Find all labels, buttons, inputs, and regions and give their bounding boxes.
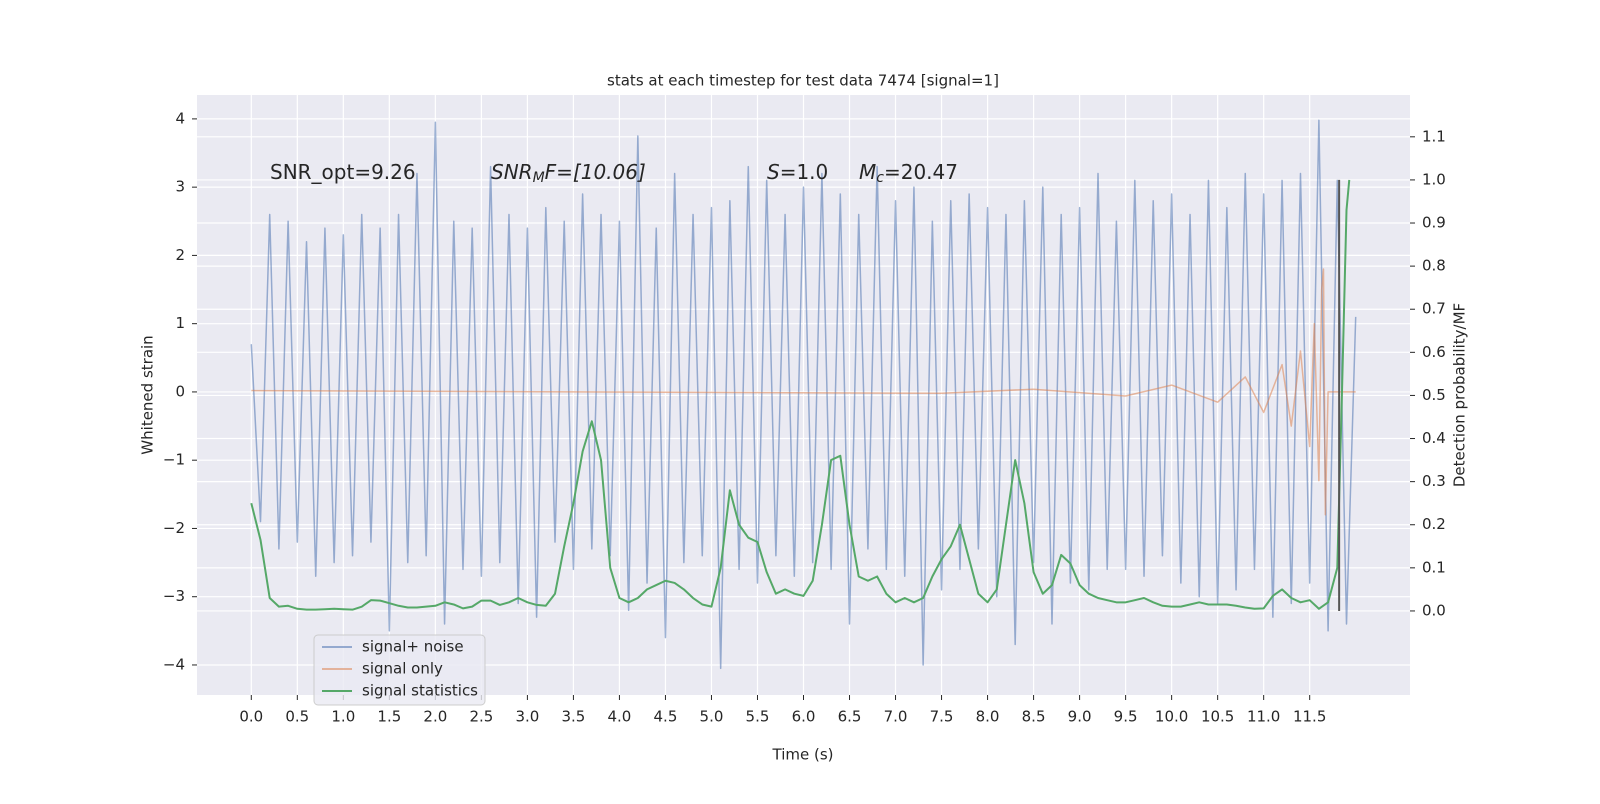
y2-tick-label: 1.1 xyxy=(1422,127,1446,145)
annotation-tail: =1.0 xyxy=(780,160,829,184)
x-tick-label: 0.5 xyxy=(285,708,309,726)
y-tick-label: 0 xyxy=(175,382,185,400)
legend-label: signal only xyxy=(362,660,443,678)
annotation-main: SNR xyxy=(491,160,533,184)
x-tick-label: 9.5 xyxy=(1114,708,1138,726)
y2-axis-label: Detection probability/MF xyxy=(1451,303,1469,487)
x-tick-label: 5.0 xyxy=(700,708,724,726)
annotation: SNRMF=[10.06] xyxy=(491,160,646,187)
x-tick-label: 9.0 xyxy=(1068,708,1092,726)
y2-tick-label: 0.6 xyxy=(1422,343,1446,361)
annotation: Mc=20.47 xyxy=(859,160,958,187)
x-tick-label: 7.0 xyxy=(884,708,908,726)
y2-tick-label: 0.0 xyxy=(1422,601,1446,619)
series-line xyxy=(251,268,1356,516)
x-tick-label: 0.0 xyxy=(239,708,263,726)
x-tick-label: 6.5 xyxy=(838,708,862,726)
annotation-main: S xyxy=(767,160,780,184)
y2-tick-label: 0.2 xyxy=(1422,515,1446,533)
y2-tick-label: 0.3 xyxy=(1422,472,1446,490)
x-tick-label: 10.0 xyxy=(1155,708,1188,726)
annotation-tail: F=[10.06] xyxy=(545,160,646,184)
annotation: SNR_opt=9.26 xyxy=(270,160,416,184)
x-tick-label: 11.0 xyxy=(1247,708,1280,726)
annotation-main: SNR_opt=9.26 xyxy=(270,160,416,184)
annotation-tail: =20.47 xyxy=(884,160,958,184)
legend-box xyxy=(313,634,486,706)
chart-title: stats at each timestep for test data 747… xyxy=(607,72,999,90)
y2-tick-label: 0.5 xyxy=(1422,386,1446,404)
legend-label: signal statistics xyxy=(362,682,478,700)
y2-tick-label: 1.0 xyxy=(1422,170,1446,188)
x-tick-label: 3.0 xyxy=(515,708,539,726)
x-axis-label: Time (s) xyxy=(772,746,834,764)
y-tick-label: 1 xyxy=(175,314,185,332)
annotation-sub: c xyxy=(876,170,884,186)
y2-tick-label: 0.1 xyxy=(1422,558,1446,576)
series-line xyxy=(250,179,1351,611)
y-tick-label: −1 xyxy=(163,451,185,469)
series-line xyxy=(250,119,1357,670)
y-tick-label: 2 xyxy=(175,246,185,264)
annotation-main: M xyxy=(859,160,876,184)
y-tick-label: −4 xyxy=(163,655,185,673)
y-tick-label: −2 xyxy=(163,519,185,537)
x-tick-label: 1.5 xyxy=(377,708,401,726)
x-tick-label: 8.5 xyxy=(1022,708,1046,726)
x-tick-label: 1.0 xyxy=(331,708,355,726)
y-tick-label: −3 xyxy=(163,587,185,605)
x-tick-label: 2.0 xyxy=(423,708,447,726)
y-axis-label: Whitened strain xyxy=(139,335,157,454)
x-tick-label: 6.0 xyxy=(792,708,816,726)
x-tick-label: 8.0 xyxy=(976,708,1000,726)
y-tick-label: 3 xyxy=(175,178,185,196)
x-tick-label: 4.5 xyxy=(654,708,678,726)
legend-label: signal+ noise xyxy=(362,638,464,656)
x-tick-label: 3.5 xyxy=(561,708,585,726)
x-tick-label: 11.5 xyxy=(1293,708,1326,726)
x-tick-label: 7.5 xyxy=(930,708,954,726)
y2-tick-label: 0.4 xyxy=(1422,429,1446,447)
x-tick-label: 10.5 xyxy=(1201,708,1234,726)
y2-tick-label: 0.7 xyxy=(1422,300,1446,318)
y2-tick-label: 0.9 xyxy=(1422,214,1446,232)
x-tick-label: 2.5 xyxy=(469,708,493,726)
y2-tick-label: 0.8 xyxy=(1422,257,1446,275)
annotation-sub: M xyxy=(533,170,545,186)
x-tick-label: 4.0 xyxy=(608,708,632,726)
x-tick-label: 5.5 xyxy=(746,708,770,726)
annotation: S=1.0 xyxy=(767,160,828,184)
y-tick-label: 4 xyxy=(175,109,185,127)
